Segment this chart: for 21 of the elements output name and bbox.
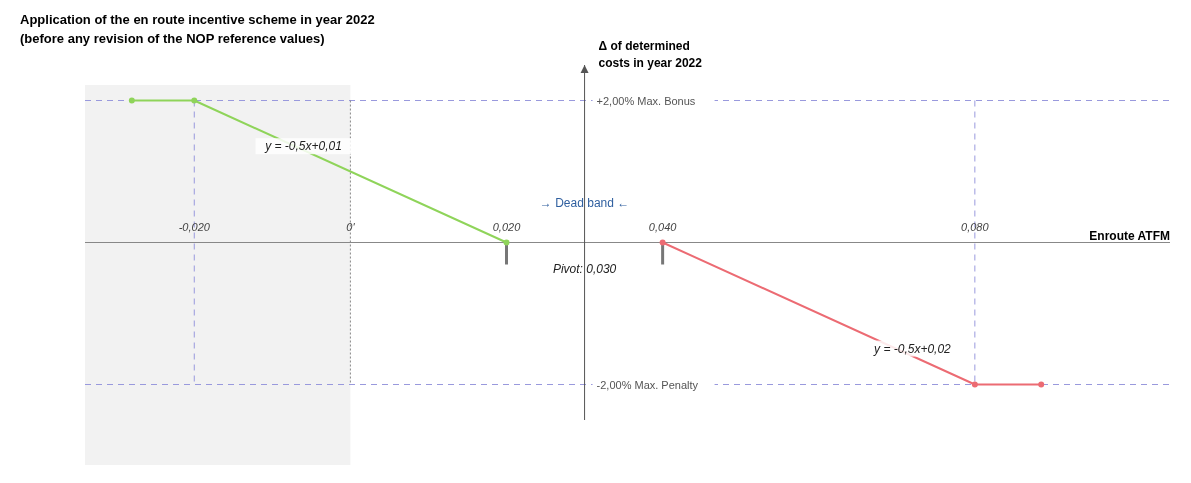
point	[1038, 381, 1045, 388]
y-tick-label: +2,00% Max. Bonus	[596, 94, 696, 107]
annotation: y = -0,5x+0,01	[264, 139, 342, 154]
x-tick-label: 0,080	[961, 220, 990, 233]
point	[971, 381, 978, 388]
point	[191, 97, 198, 104]
y-tick-label: -2,00% Max. Penalty	[596, 378, 699, 391]
y-axis-title: Δ of determined costs in year 2022	[598, 39, 703, 70]
chart-subtitle: (before any revision of the NOP reference values)	[20, 31, 325, 46]
x-tick-label: 0'	[346, 220, 356, 233]
x-tick-label: 0,020	[492, 220, 522, 233]
x-tick-label: 0,040	[648, 220, 678, 233]
annotation: → Dead band ←	[539, 196, 630, 210]
x-axis-title: Enroute ATFM	[1089, 228, 1170, 243]
point	[503, 239, 510, 246]
point	[659, 239, 666, 246]
chart-title: Application of the en route incentive scheme in year 2022	[20, 12, 375, 27]
x-tick-label: -0,020	[178, 220, 211, 233]
annotation: y = -0,5x+0,02	[873, 341, 952, 356]
point	[128, 97, 135, 104]
annotation: Pivot: 0,030	[552, 261, 617, 276]
